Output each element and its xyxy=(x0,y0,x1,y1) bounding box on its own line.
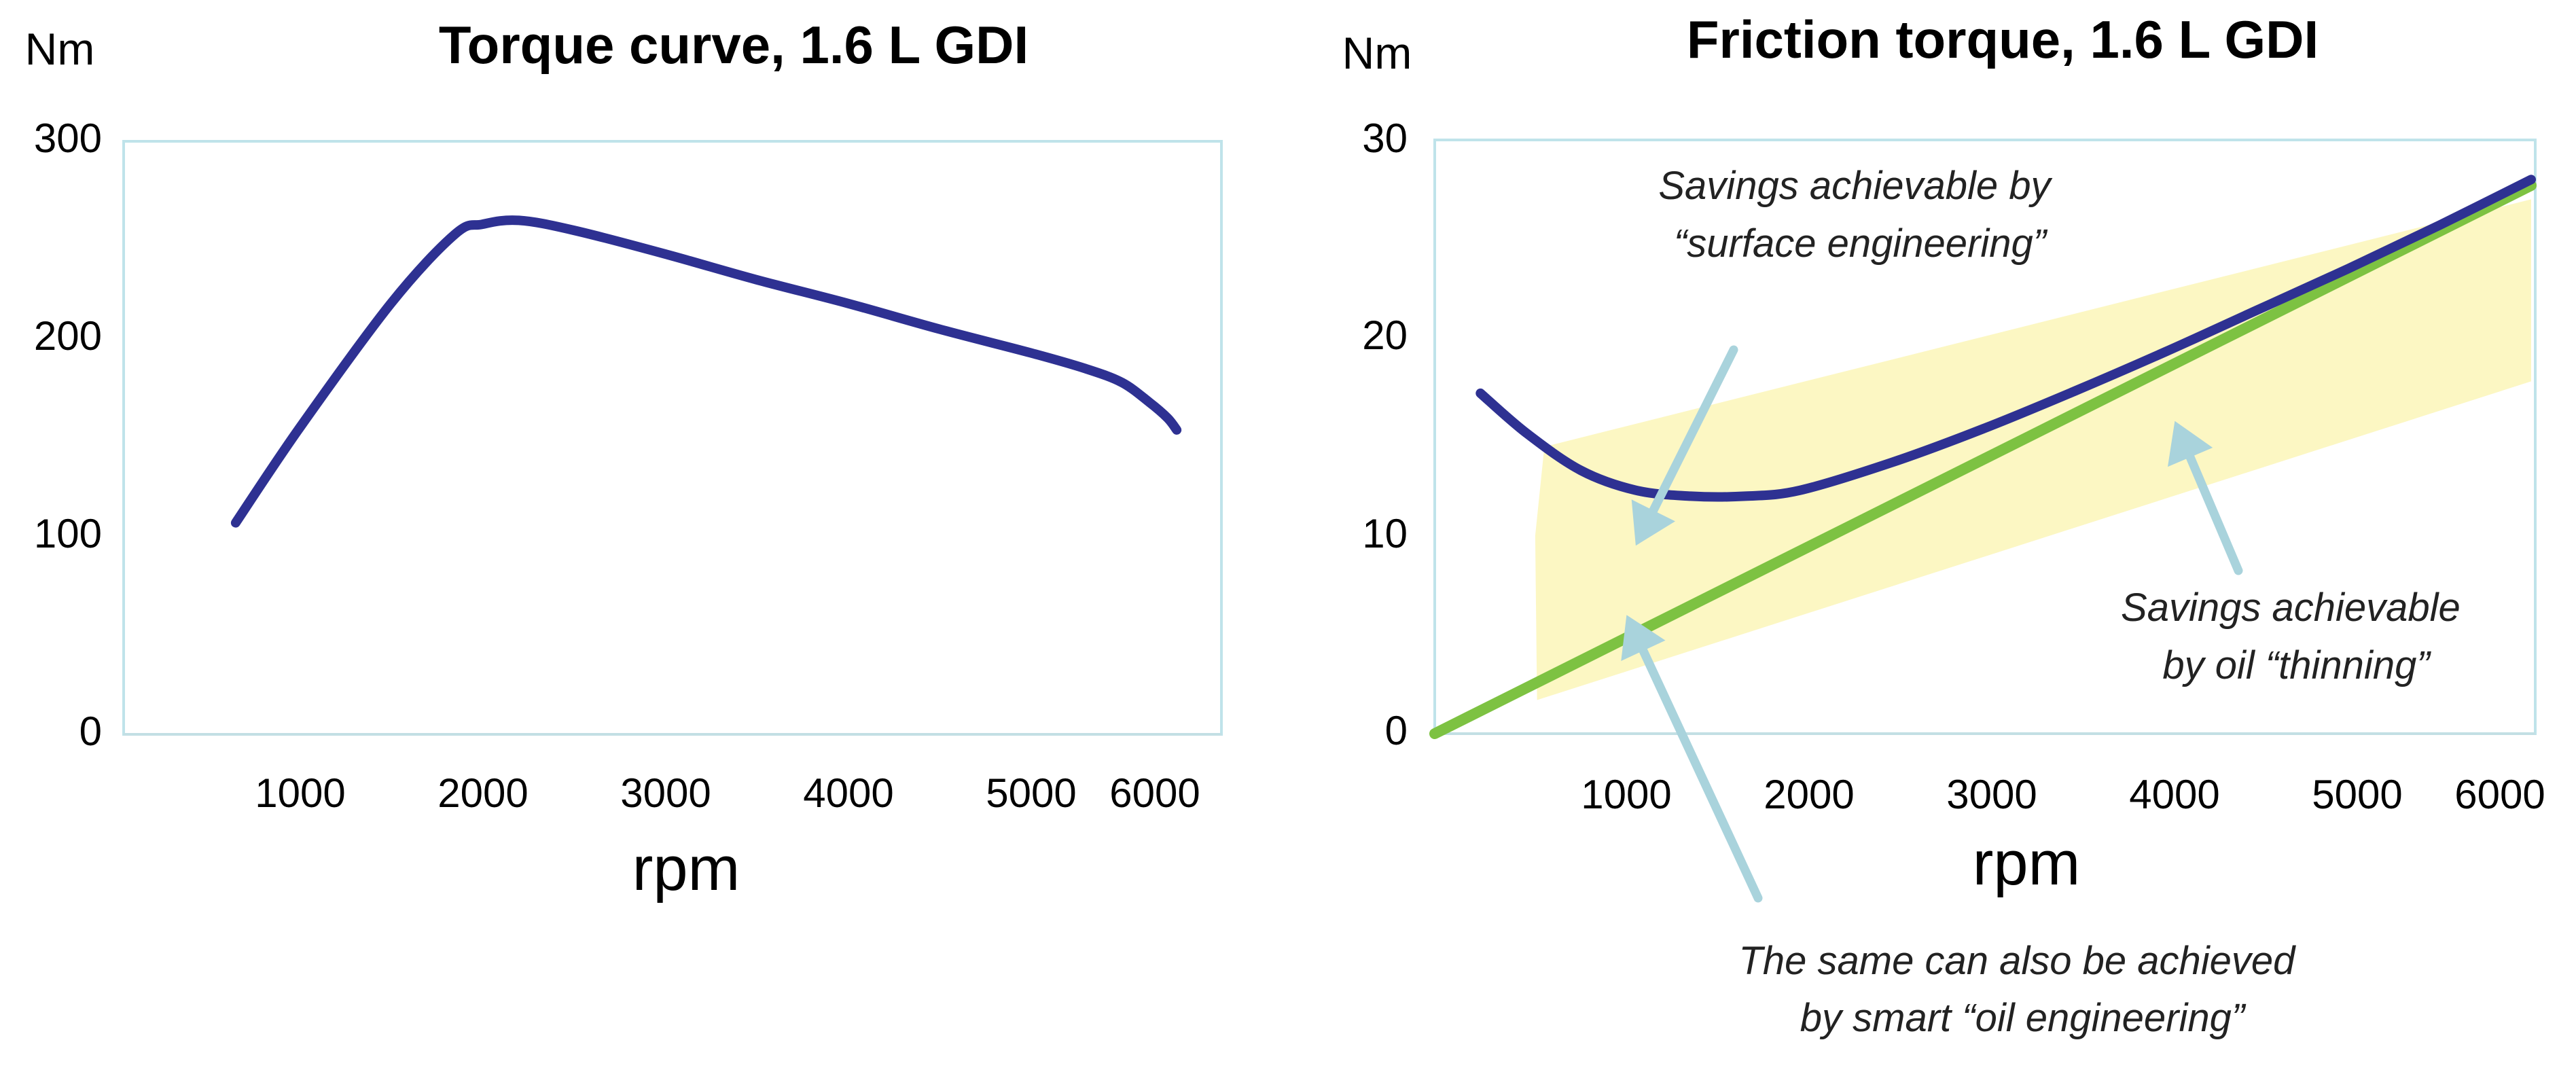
friction-x-tick-5000: 5000 xyxy=(2312,772,2402,817)
friction-series-line xyxy=(1475,175,2536,502)
torque-y-tick-200: 200 xyxy=(34,313,102,359)
oil-engineering-annotation-line-2: by smart “oil engineering” xyxy=(1800,996,2247,1040)
oil-thinning-arrow-shaft xyxy=(2185,452,2243,575)
torque-y-tick-100: 100 xyxy=(34,511,102,556)
torque-x-tick-2000: 2000 xyxy=(437,770,528,816)
oil-thinning-annotation-line-2: by oil “thinning” xyxy=(2162,643,2431,687)
oil-engineering-arrow-shaft xyxy=(1639,646,1763,903)
friction-chart: Friction torque, 1.6 L GDI Nm 30 20 10 0… xyxy=(1342,10,2545,1040)
friction-y-tick-0: 0 xyxy=(1385,708,1408,753)
oil-engineering-annotation: The same can also be achieved by smart “… xyxy=(1738,939,2306,1040)
friction-y-tick-30: 30 xyxy=(1362,115,1408,161)
oil-engineering-trend-line xyxy=(1429,180,2537,739)
oil-thinning-arrow xyxy=(2168,420,2243,575)
torque-chart-x-label: rpm xyxy=(632,834,740,903)
torque-series-line xyxy=(230,215,1182,528)
friction-x-tick-2000: 2000 xyxy=(1764,772,1854,817)
torque-x-tick-5000: 5000 xyxy=(986,770,1076,816)
torque-x-tick-6000: 6000 xyxy=(1109,770,1200,816)
oil-thinning-annotation: Savings achievable by oil “thinning” xyxy=(2121,586,2471,687)
torque-x-tick-3000: 3000 xyxy=(620,770,711,816)
torque-y-tick-0: 0 xyxy=(79,709,102,754)
friction-x-tick-6000: 6000 xyxy=(2454,772,2545,817)
friction-chart-title: Friction torque, 1.6 L GDI xyxy=(1687,10,2319,69)
surface-engineering-annotation-line-1: Savings achievable by xyxy=(1658,164,2052,208)
torque-x-tick-1000: 1000 xyxy=(255,770,345,816)
torque-y-tick-300: 300 xyxy=(34,115,102,161)
oil-thinning-annotation-line-1: Savings achievable xyxy=(2121,586,2461,630)
oil-thinning-savings-area xyxy=(1535,199,2531,700)
friction-chart-x-label: rpm xyxy=(1973,829,2080,898)
surface-engineering-annotation-line-2: “surface engineering” xyxy=(1674,221,2048,266)
surface-engineering-arrow-shaft xyxy=(1649,345,1738,515)
torque-chart-title: Torque curve, 1.6 L GDI xyxy=(439,15,1028,75)
friction-y-tick-20: 20 xyxy=(1362,312,1408,358)
torque-chart-y-unit: Nm xyxy=(25,24,95,74)
surface-engineering-annotation: Savings achievable by “surface engineeri… xyxy=(1658,164,2061,266)
oil-thinning-arrow-head xyxy=(2168,420,2213,467)
surface-engineering-arrow-head xyxy=(1631,499,1675,546)
friction-y-tick-10: 10 xyxy=(1362,511,1408,556)
torque-chart: Torque curve, 1.6 L GDI Nm 300 200 100 0… xyxy=(25,15,1223,903)
torque-x-tick-4000: 4000 xyxy=(803,770,893,816)
oil-engineering-arrow-head xyxy=(1621,615,1666,661)
friction-x-tick-1000: 1000 xyxy=(1581,772,1671,817)
oil-engineering-arrow xyxy=(1621,615,1763,903)
friction-x-tick-3000: 3000 xyxy=(1946,772,2037,817)
surface-engineering-arrow xyxy=(1631,345,1738,546)
friction-chart-y-unit: Nm xyxy=(1342,28,1412,78)
oil-engineering-annotation-line-1: The same can also be achieved xyxy=(1738,939,2296,983)
friction-x-tick-4000: 4000 xyxy=(2129,772,2219,817)
